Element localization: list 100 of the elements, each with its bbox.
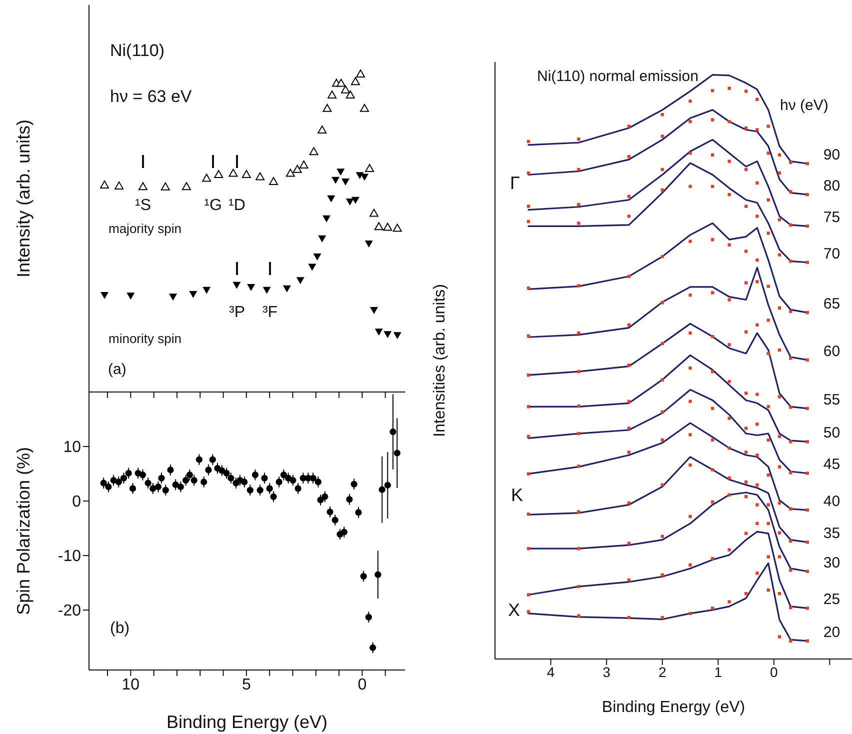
series-label: 70 [823,245,840,262]
point [577,464,580,468]
x-tick-label: 2 [658,664,666,680]
point [710,118,714,122]
point [710,291,714,294]
point [336,78,346,87]
y-tick-label: -20 [58,602,82,620]
point [627,124,630,128]
point [232,282,241,289]
point [318,125,327,134]
point [660,254,664,258]
point [577,331,580,335]
series-label: 60 [823,342,840,360]
point [766,522,770,526]
point [756,503,759,506]
point [756,181,759,185]
point [766,198,770,202]
point [660,378,664,382]
point [577,138,580,141]
point [292,164,302,173]
point [182,182,191,190]
point [202,174,212,182]
point [247,284,256,292]
point [688,400,692,403]
point [282,285,291,292]
point [627,450,630,454]
point [384,331,392,338]
point [728,120,731,124]
y-tick-label: -10 [58,548,82,566]
point [296,277,304,284]
point [577,222,580,225]
point [744,392,748,395]
annotation: (b) [110,620,130,638]
point [728,160,731,163]
point [756,98,759,101]
chart-title: Ni(110) normal emission [537,68,698,85]
annotation: ¹D [228,197,246,215]
point [577,202,580,206]
point [392,224,402,232]
point [688,612,692,616]
annotation: hν = 63 eV [110,87,192,107]
point [756,392,759,396]
point [778,395,782,398]
point [346,90,355,98]
point [262,286,271,294]
point [138,182,148,190]
point [789,471,792,474]
point [351,196,360,204]
point [660,112,664,116]
series-label: 40 [823,493,840,510]
point [728,298,731,302]
series-label: 80 [823,178,840,195]
point [744,204,748,208]
point [766,318,770,322]
point [660,410,664,414]
point [100,180,110,188]
point [744,450,748,454]
point [688,152,692,155]
point [756,128,759,132]
point [756,483,759,487]
x-tick-label: 1 [714,664,722,680]
point [309,147,318,156]
point [728,476,731,480]
point [346,198,354,206]
point [169,294,178,301]
point [526,472,530,476]
x-tick-label: 3 [602,664,611,680]
point [728,380,731,384]
point [778,218,782,222]
point [577,370,580,374]
point [627,426,630,430]
text: Ni(110) [110,41,164,61]
point [332,176,340,184]
point [688,433,692,436]
point [374,328,383,336]
series-label: 45 [823,456,840,474]
point [766,588,770,592]
annotation: ³P [229,304,245,322]
y-axis-title: Intensities (arb. units) [432,284,449,437]
point [336,168,345,176]
point [577,432,580,436]
point [756,214,759,218]
point [577,614,580,618]
point [728,343,731,346]
point [744,90,748,93]
point [710,468,714,472]
series-label: 75 [823,209,840,226]
y-tick-label: 10 [63,439,82,456]
series-label: 90 [823,146,840,164]
x-tick-label: 5 [242,676,251,694]
point [526,204,530,208]
annotation: ¹S [135,197,151,215]
point [778,465,782,468]
annotation: ³F [262,304,278,322]
point [728,600,731,604]
point [789,406,792,409]
point [526,593,530,596]
point [342,178,350,186]
x-tick-label: 10 [122,676,140,694]
point [766,503,770,506]
